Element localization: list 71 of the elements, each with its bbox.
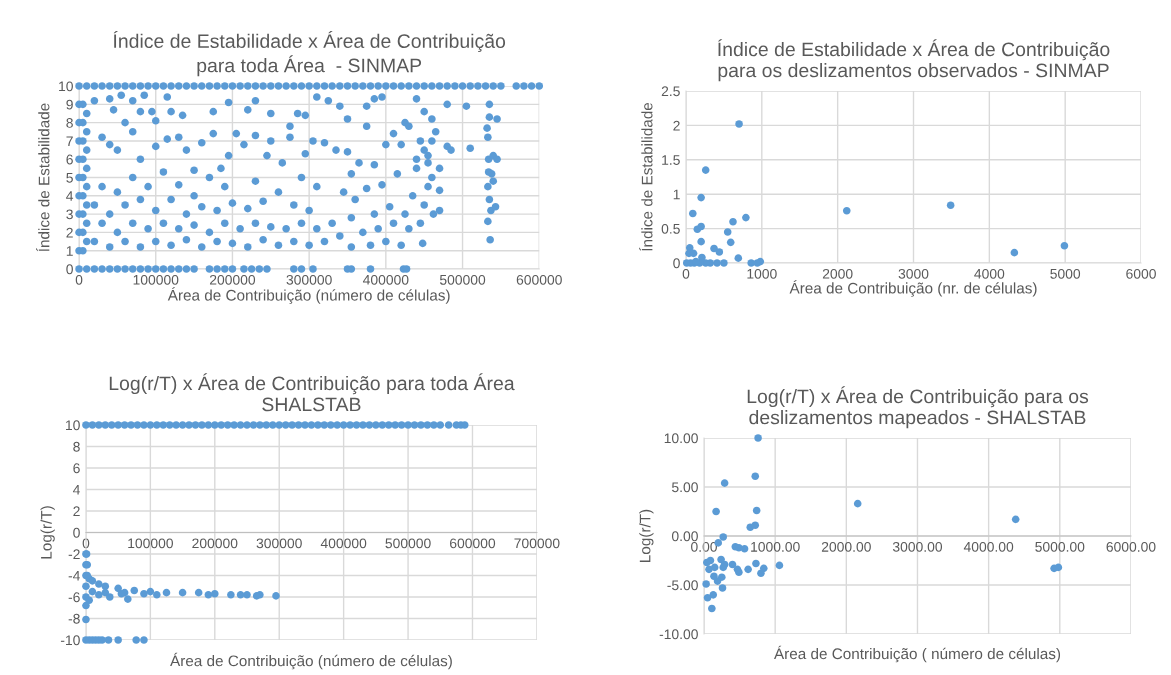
x-tick-label: 600000 — [450, 538, 496, 549]
x-tick-label: 5000 — [1050, 268, 1081, 279]
x-tick-label: 200000 — [209, 274, 256, 285]
y-tick-label: 10 — [59, 81, 73, 92]
y-tick-label: 8 — [66, 117, 73, 128]
y-tick-label: 4 — [72, 484, 80, 495]
x-tick-label: 600000 — [516, 274, 562, 285]
chart-title: Índice de Estabilidade x Área de Contribuição para toda Área - SINMAP — [113, 30, 506, 77]
x-tick-label: 500000 — [439, 274, 486, 285]
y-tick-label: -6 — [68, 592, 80, 603]
x-tick-label: 400000 — [320, 538, 367, 549]
y-tick-label: 2.5 — [661, 86, 680, 97]
y-tick-label: 1.5 — [662, 155, 680, 165]
y-tick-label: 4 — [66, 191, 74, 201]
x-tick-label: 100000 — [128, 538, 174, 549]
x-tick-label: 300000 — [286, 274, 332, 285]
y-tick-label: 5.00 — [671, 482, 698, 493]
chart-title: Índice de Estabilidade x Área de Contribuição para os deslizamentos observados - SINMAP — [718, 39, 1110, 82]
y-tick-label: 7 — [66, 136, 73, 146]
y-tick-label: 0.00 — [671, 531, 698, 542]
y-tick-label: 0 — [73, 527, 80, 538]
y-tick-label: 9 — [66, 99, 73, 110]
y-tick-label: 1 — [673, 189, 680, 200]
x-tick-label: 300000 — [256, 538, 302, 549]
x-tick-label: 1000.00 — [751, 541, 800, 552]
x-tick-label: 0 — [82, 538, 90, 549]
y-tick-label: 2 — [73, 506, 80, 517]
y-axis-title: Índice de Estabilidade — [36, 103, 50, 252]
y-tick-label: 2 — [66, 227, 73, 238]
x-axis-title: Área de Contribuição (número de células) — [167, 287, 450, 304]
y-tick-label: 3 — [66, 209, 73, 220]
x-tick-label: 0.00 — [691, 541, 717, 552]
x-tick-label: 6000 — [1126, 268, 1156, 279]
y-tick-label: 2 — [673, 120, 680, 131]
y-tick-label: -8 — [68, 613, 80, 624]
x-tick-label: 5000.00 — [1035, 541, 1085, 552]
x-tick-label: 2000 — [822, 268, 853, 279]
x-axis-title: Área de Contribuição (nr. de células) — [789, 280, 1037, 297]
x-tick-label: 100000 — [133, 274, 179, 285]
x-tick-label: 500000 — [385, 538, 431, 549]
y-tick-label: 8 — [73, 441, 80, 452]
x-tick-label: 4000 — [974, 268, 1005, 279]
y-tick-label: 0 — [673, 258, 680, 269]
y-axis-title: Log(r/T) — [639, 509, 654, 562]
x-axis-title: Área de Contribuição ( número de células) — [774, 645, 1061, 663]
y-axis-title: Log(r/T) — [40, 506, 55, 559]
x-tick-label: 4000.00 — [963, 541, 1014, 552]
y-tick-label: 6 — [73, 463, 80, 474]
chart-title: Log(r/T) x Área de Contribuição para toda Área SHALSTAB — [109, 373, 515, 412]
x-tick-label: 700000 — [514, 538, 560, 549]
x-tick-label: 2000.00 — [821, 541, 871, 552]
y-tick-label: 10 — [66, 420, 80, 431]
chart-title: Log(r/T) x Área de Contribuição para os deslizamentos mapeados - SHALSTAB — [747, 386, 1089, 429]
x-tick-label: 200000 — [192, 538, 238, 549]
y-tick-label: -10.00 — [659, 629, 698, 640]
x-tick-label: 6000.00 — [1106, 541, 1156, 552]
x-tick-label: 400000 — [362, 274, 409, 285]
y-tick-label: -5.00 — [667, 580, 698, 591]
x-tick-label: 3000.00 — [892, 541, 943, 552]
y-axis-title: Índice de Estabilidade — [639, 102, 653, 251]
x-tick-label: 3000 — [898, 268, 929, 279]
y-tick-label: -2 — [68, 549, 80, 560]
y-tick-label: 6 — [66, 154, 73, 165]
y-tick-label: 1 — [66, 246, 73, 256]
y-tick-label: -4 — [68, 570, 80, 581]
x-axis-title: Área de Contribuição (número de células) — [170, 652, 452, 670]
y-tick-label: 10.00 — [664, 433, 698, 444]
y-tick-label: 5 — [66, 173, 73, 183]
y-tick-label: -10 — [60, 635, 80, 646]
y-tick-label: 0.5 — [661, 223, 680, 234]
x-tick-label: 1000 — [747, 268, 777, 279]
